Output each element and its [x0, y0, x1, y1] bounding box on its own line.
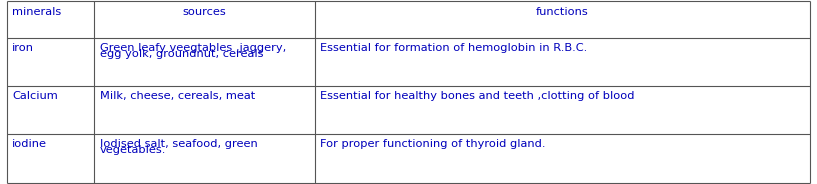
Text: iron: iron	[12, 43, 34, 53]
Text: minerals: minerals	[12, 7, 61, 17]
Text: For proper functioning of thyroid gland.: For proper functioning of thyroid gland.	[320, 139, 546, 149]
Text: Essential for formation of hemoglobin in R.B.C.: Essential for formation of hemoglobin in…	[320, 43, 587, 53]
Text: vegetables.: vegetables.	[100, 145, 166, 155]
Text: Calcium: Calcium	[12, 91, 58, 101]
Text: egg yolk, groundnut, cereals: egg yolk, groundnut, cereals	[100, 49, 263, 59]
Text: Essential for healthy bones and teeth ,clotting of blood: Essential for healthy bones and teeth ,c…	[320, 91, 635, 101]
Text: functions: functions	[536, 7, 589, 17]
Text: iodine: iodine	[12, 139, 47, 149]
Text: sources: sources	[182, 7, 226, 17]
Text: Green leafy veegtables ,jaggery,: Green leafy veegtables ,jaggery,	[100, 43, 286, 53]
Text: Milk, cheese, cereals, meat: Milk, cheese, cereals, meat	[100, 91, 255, 101]
Text: Iodised salt, seafood, green: Iodised salt, seafood, green	[100, 139, 257, 149]
